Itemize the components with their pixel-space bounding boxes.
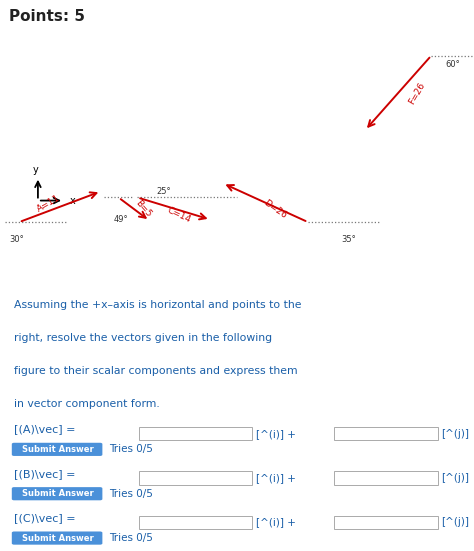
- FancyBboxPatch shape: [138, 427, 252, 440]
- Text: F=26: F=26: [407, 80, 427, 106]
- Text: Tries 0/5: Tries 0/5: [109, 489, 153, 499]
- FancyBboxPatch shape: [138, 471, 252, 485]
- FancyBboxPatch shape: [334, 516, 438, 529]
- FancyBboxPatch shape: [12, 487, 102, 500]
- Text: Submit Answer: Submit Answer: [22, 489, 94, 498]
- Text: y: y: [33, 165, 38, 175]
- Text: figure to their scalar components and express them: figure to their scalar components and ex…: [14, 366, 298, 376]
- Text: 25°: 25°: [156, 187, 171, 196]
- Text: [(C)\vec] =: [(C)\vec] =: [14, 513, 76, 523]
- FancyBboxPatch shape: [334, 427, 438, 440]
- Text: 35°: 35°: [341, 235, 356, 244]
- Text: x: x: [70, 196, 75, 206]
- FancyBboxPatch shape: [334, 471, 438, 485]
- FancyBboxPatch shape: [12, 532, 102, 544]
- Text: 60°: 60°: [446, 60, 460, 69]
- Text: Tries 0/5: Tries 0/5: [109, 444, 153, 455]
- Text: [^(j)]: [^(j)]: [441, 517, 469, 527]
- Text: right, resolve the vectors given in the following: right, resolve the vectors given in the …: [14, 333, 272, 343]
- Text: [(A)\vec] =: [(A)\vec] =: [14, 424, 76, 434]
- Text: C=14: C=14: [165, 206, 192, 224]
- Text: Assuming the +x–axis is horizontal and points to the: Assuming the +x–axis is horizontal and p…: [14, 300, 301, 310]
- Text: [^(i)] +: [^(i)] +: [255, 429, 296, 439]
- Text: [^(j)]: [^(j)]: [441, 429, 469, 439]
- Text: in vector component form.: in vector component form.: [14, 399, 160, 409]
- Text: D=26: D=26: [262, 198, 288, 220]
- Text: Submit Answer: Submit Answer: [22, 533, 94, 543]
- Text: A=11: A=11: [35, 193, 61, 214]
- Text: 49°: 49°: [114, 214, 128, 224]
- Text: [^(i)] +: [^(i)] +: [255, 517, 296, 527]
- Text: Tries 0/5: Tries 0/5: [109, 533, 153, 543]
- Text: Submit Answer: Submit Answer: [22, 445, 94, 454]
- FancyBboxPatch shape: [12, 443, 102, 456]
- Text: [^(i)] +: [^(i)] +: [255, 473, 296, 483]
- Text: 30°: 30°: [9, 235, 24, 244]
- Text: [(B)\vec] =: [(B)\vec] =: [14, 468, 76, 479]
- Text: B=5: B=5: [134, 199, 153, 219]
- FancyBboxPatch shape: [138, 516, 252, 529]
- Text: [^(j)]: [^(j)]: [441, 473, 469, 483]
- Text: Points: 5: Points: 5: [9, 9, 85, 24]
